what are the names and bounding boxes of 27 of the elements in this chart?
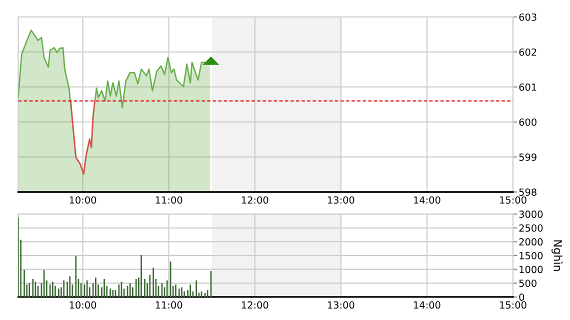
x-tick-label: 12:00 (242, 301, 268, 309)
y-tick-label: 2500 (519, 224, 543, 232)
x-tick-label: 14:00 (414, 196, 440, 204)
x-tick-label: 11:00 (156, 196, 182, 204)
x-tick-label: 14:00 (414, 301, 440, 309)
x-tick-label: 10:00 (70, 196, 96, 204)
y-tick-label: 1000 (520, 266, 543, 274)
x-tick-label: 12:00 (242, 196, 268, 204)
y-tick-label: 3000 (519, 210, 543, 218)
x-tick-label: 13:00 (328, 301, 354, 309)
y-tick-label: 600 (519, 118, 536, 126)
y-tick-label: 598 (519, 188, 536, 196)
y-tick-label: 500 (519, 280, 536, 287)
y-tick-label: 603 (519, 13, 536, 21)
y2-axis-title: Nghìn (552, 240, 563, 271)
x-tick-label: 11:00 (156, 301, 182, 309)
y-tick-label: 601 (519, 83, 536, 91)
x-tick-label: 10:00 (70, 301, 96, 309)
line-series (70, 100, 96, 175)
x-tick-label: 15:00 (500, 301, 526, 309)
y-tick-label: 0 (519, 293, 524, 301)
y-tick-label: 599 (519, 153, 536, 161)
y-tick-label: 602 (519, 48, 536, 56)
x-tick-label: 13:00 (328, 196, 354, 204)
x-tick-label: 15:00 (500, 196, 526, 204)
y-tick-label: 1500 (520, 252, 543, 260)
y-tick-label: 2000 (519, 238, 543, 246)
